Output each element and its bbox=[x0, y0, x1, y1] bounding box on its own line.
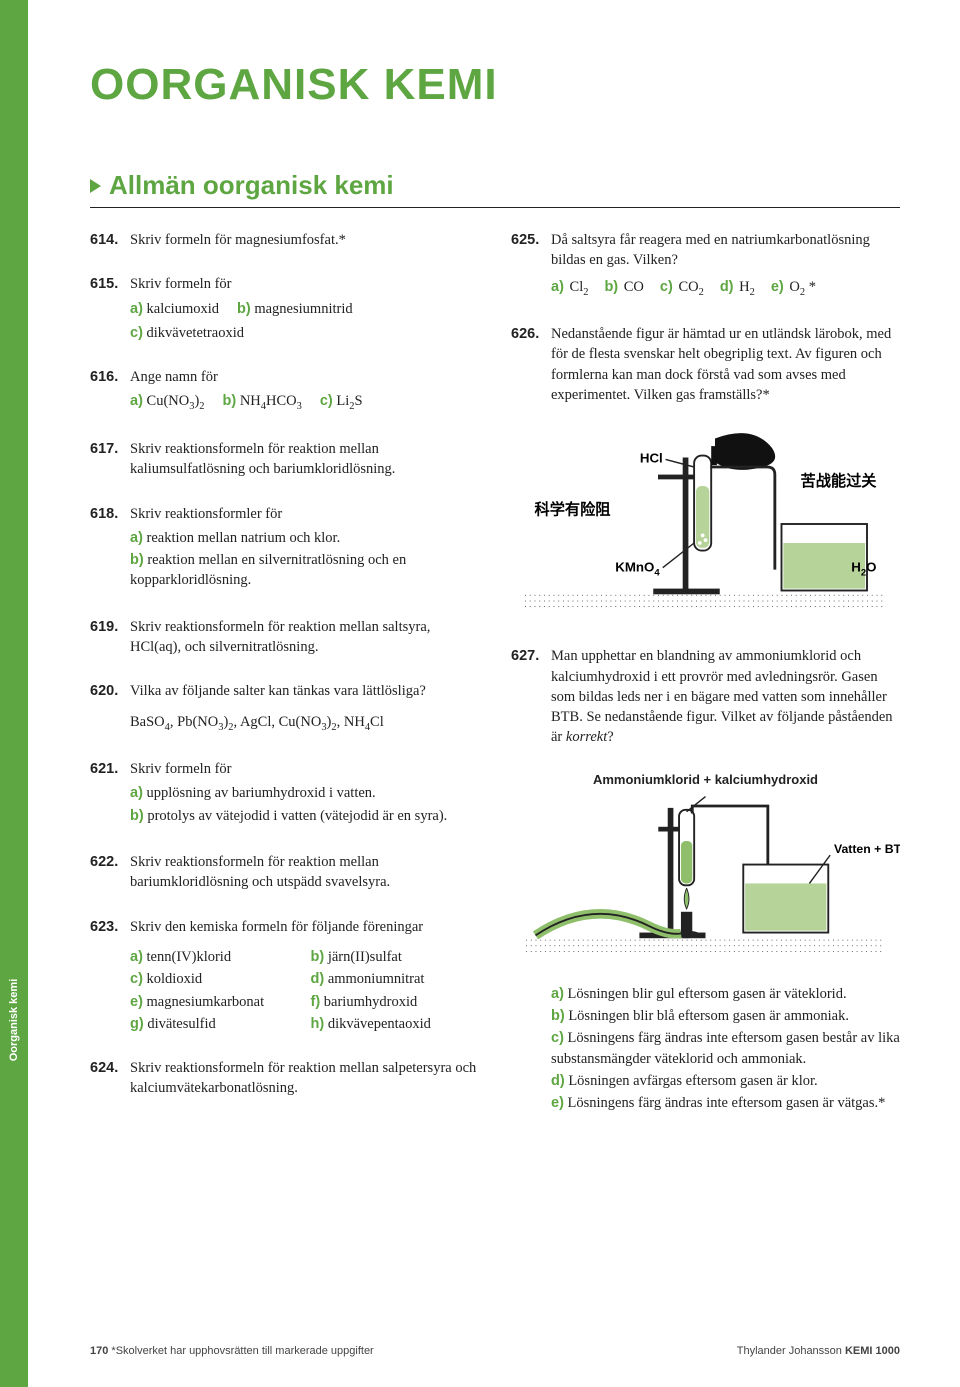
svg-text:科学有险阻: 科学有险阻 bbox=[535, 501, 611, 519]
question-626: 626. Nedanstående figur är hämtad ur en … bbox=[511, 324, 900, 405]
q-number: 617. bbox=[90, 439, 124, 480]
q-text: Skriv den kemiska formeln för följande f… bbox=[130, 917, 479, 937]
question-621: 621. Skriv formeln för a) upplösning av … bbox=[90, 759, 479, 828]
q-number: 621. bbox=[90, 759, 124, 828]
question-625: 625. Då saltsyra får reagera med en natr… bbox=[511, 230, 900, 300]
q-number: 623. bbox=[90, 917, 124, 1034]
page-footer: 170 *Skolverket har upphovsrätten till m… bbox=[90, 1345, 900, 1357]
question-619: 619. Skriv reaktionsformeln för reaktion… bbox=[90, 617, 479, 658]
sidebar-bar bbox=[0, 0, 28, 1387]
q-number: 622. bbox=[90, 852, 124, 893]
triangle-icon bbox=[90, 179, 101, 193]
q-number: 625. bbox=[511, 230, 545, 300]
q-number: 619. bbox=[90, 617, 124, 658]
q-number: 618. bbox=[90, 504, 124, 593]
q-text: Skriv reaktionsformeln för reaktion mell… bbox=[130, 1058, 479, 1099]
footer-note: *Skolverket har upphovsrätten till marke… bbox=[111, 1345, 373, 1357]
sidebar-label: Oorganisk kemi bbox=[0, 940, 28, 1100]
question-620: 620. Vilka av följande salter kan tänkas… bbox=[90, 681, 479, 735]
question-622: 622. Skriv reaktionsformeln för reaktion… bbox=[90, 852, 479, 893]
page-title: OORGANISK KEMI bbox=[90, 60, 900, 110]
q-text: Skriv formeln för bbox=[130, 759, 479, 779]
q-number: 614. bbox=[90, 230, 124, 250]
svg-text:Vatten + BTB: Vatten + BTB bbox=[834, 842, 900, 856]
q-number: 620. bbox=[90, 681, 124, 735]
figure-experiment-1: HCl KMnO4 H2O 科学有险阻 苦战能过关 bbox=[511, 429, 900, 624]
q-text: Vilka av följande salter kan tänkas vara… bbox=[130, 681, 479, 701]
page-number: 170 bbox=[90, 1345, 108, 1357]
question-615: 615. Skriv formeln för a) kalciumoxid b)… bbox=[90, 274, 479, 343]
figure-2-title: Ammoniumklorid + kalciumhydroxid bbox=[511, 772, 900, 787]
question-617: 617. Skriv reaktionsformeln för reaktion… bbox=[90, 439, 479, 480]
q-number: 626. bbox=[511, 324, 545, 405]
question-624: 624. Skriv reaktionsformeln för reaktion… bbox=[90, 1058, 479, 1099]
q-text: Då saltsyra får reagera med en natriumka… bbox=[551, 230, 900, 271]
label-hcl: HCl bbox=[640, 451, 663, 466]
svg-text:KMnO4: KMnO4 bbox=[615, 560, 660, 579]
salts-list: BaSO4, Pb(NO3)2, AgCl, Cu(NO3)2, NH4Cl bbox=[130, 712, 479, 736]
section-header: Allmän oorganisk kemi bbox=[90, 170, 900, 208]
question-627: 627. Man upphettar en blandning av ammon… bbox=[511, 646, 900, 747]
q-number: 627. bbox=[511, 646, 545, 747]
q-number: 616. bbox=[90, 367, 124, 415]
q-text: Skriv formeln för bbox=[130, 274, 479, 294]
question-618: 618. Skriv reaktionsformler för a) reakt… bbox=[90, 504, 479, 593]
q-text: Man upphettar en blandning av ammoniumkl… bbox=[551, 646, 900, 747]
question-614: 614. Skriv formeln för magnesiumfosfat.* bbox=[90, 230, 479, 250]
q-text: Skriv reaktionsformeln för reaktion mell… bbox=[130, 617, 479, 658]
q-text: Skriv reaktionsformler för bbox=[130, 504, 479, 524]
question-627-options: a) Lösningen blir gul eftersom gasen är … bbox=[511, 980, 900, 1116]
q-number: 615. bbox=[90, 274, 124, 343]
section-title: Allmän oorganisk kemi bbox=[109, 170, 394, 201]
q-text: Ange namn för bbox=[130, 367, 479, 387]
q-number: 624. bbox=[90, 1058, 124, 1099]
svg-text:苦战能过关: 苦战能过关 bbox=[801, 472, 878, 490]
q-text: Skriv reaktionsformeln för reaktion mell… bbox=[130, 439, 479, 480]
sidebar-label-text: Oorganisk kemi bbox=[8, 979, 20, 1062]
footer-book: Thylander Johansson KEMI 1000 bbox=[737, 1345, 900, 1357]
question-623: 623. Skriv den kemiska formeln för följa… bbox=[90, 917, 479, 1034]
figure-experiment-2: Ammoniumklorid + kalciumhydroxid bbox=[511, 772, 900, 964]
q-text: Skriv formeln för magnesiumfosfat.* bbox=[130, 230, 479, 250]
q-text: Skriv reaktionsformeln för reaktion mell… bbox=[130, 852, 479, 893]
q-text: Nedanstående figur är hämtad ur en utlän… bbox=[551, 324, 900, 405]
question-616: 616. Ange namn för a) Cu(NO3)2 b) NH4HCO… bbox=[90, 367, 479, 415]
